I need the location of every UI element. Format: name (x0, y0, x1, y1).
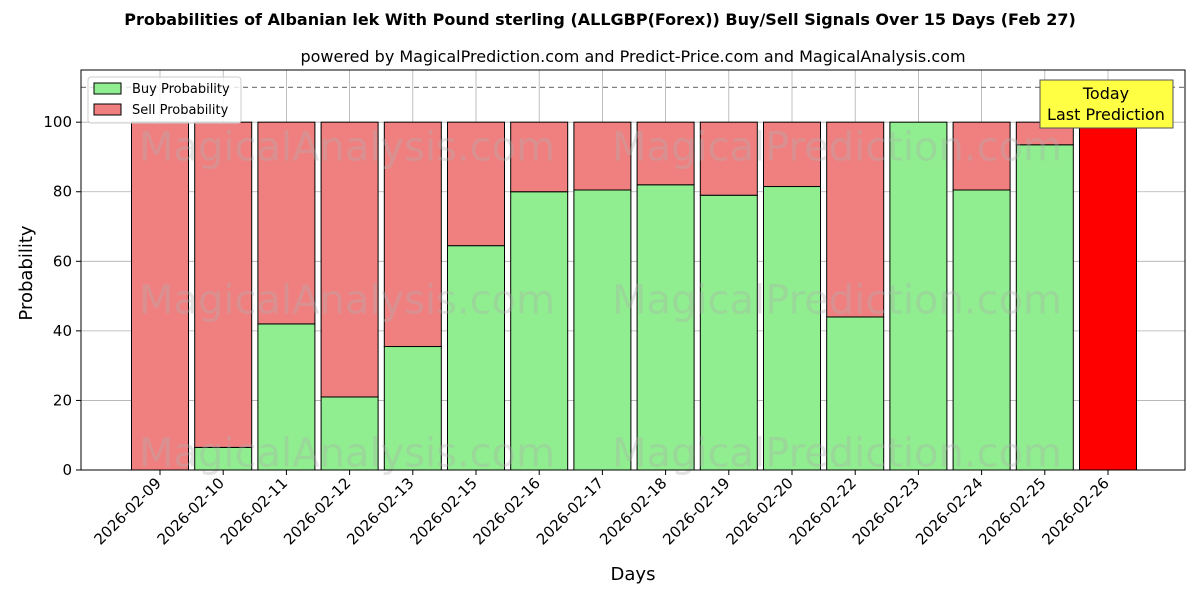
x-tick-label: 2026-02-13 (343, 474, 417, 548)
sell-bar (763, 121, 821, 188)
x-tick-label: 2026-02-11 (217, 474, 291, 548)
sell-bar (447, 121, 505, 247)
plot-frame (80, 69, 1186, 471)
watermark-text: MagicalAnalysis.com (139, 125, 555, 171)
bars-group (131, 121, 1137, 471)
x-tick-label: 2026-02-10 (154, 474, 228, 548)
watermark-text: MagicalAnalysis.com (139, 431, 555, 477)
buy-bar (826, 316, 885, 471)
sell-bar (510, 121, 569, 193)
y-tick-label: 100 (43, 113, 72, 131)
legend-label: Sell Probability (132, 103, 229, 118)
buy-bar (889, 121, 948, 471)
sell-bar (320, 121, 379, 398)
y-axis-ticks: 0 20 40 60 80 100 (43, 113, 81, 479)
x-tick-label: 2026-02-18 (596, 474, 670, 548)
buy-bar (699, 194, 758, 471)
legend: Buy Probability Sell Probability (87, 76, 242, 124)
watermarks-group: MagicalAnalysis.com MagicalPrediction.com… (139, 125, 1062, 477)
sell-bar (1079, 121, 1137, 471)
sell-bar (636, 121, 695, 186)
last-prediction-label: Last Prediction (1047, 105, 1165, 124)
chart-subtitle: powered by MagicalPrediction.com and Pre… (300, 47, 965, 66)
today-box-bg (1039, 79, 1174, 129)
x-tick-label: 2026-02-20 (722, 474, 796, 548)
sell-bar (826, 121, 885, 318)
x-tick-label: 2026-02-22 (786, 474, 860, 548)
buy-bar (952, 189, 1011, 471)
x-tick-label: 2026-02-19 (659, 474, 733, 548)
x-tick-label: 2026-02-26 (1038, 474, 1112, 548)
x-tick-label: 2026-02-25 (975, 474, 1049, 548)
x-tick-label: 2026-02-12 (280, 474, 354, 548)
x-axis-ticks: 2026-02-092026-02-102026-02-112026-02-12… (90, 470, 1113, 548)
chart-title: Probabilities of Albanian lek With Pound… (124, 10, 1076, 29)
y-tick-label: 60 (53, 252, 72, 270)
buy-bar (510, 191, 569, 471)
today-label: Today (1082, 84, 1129, 103)
legend-swatch (93, 82, 122, 95)
legend-box (87, 76, 242, 124)
sell-bar (573, 121, 632, 191)
sell-bar (257, 121, 316, 325)
x-tick-label: 2026-02-16 (470, 474, 544, 548)
y-axis-label: Probability (16, 225, 37, 320)
sell-bar (952, 121, 1011, 191)
x-tick-label: 2026-02-17 (533, 474, 607, 548)
watermark-text: MagicalAnalysis.com (139, 278, 555, 324)
x-tick-label: 2026-02-09 (90, 474, 164, 548)
x-axis-label: Days (611, 564, 656, 585)
buy-bar (320, 396, 379, 471)
buy-bar (636, 184, 695, 471)
x-tick-label: 2026-02-15 (406, 474, 480, 548)
sell-bar (699, 121, 758, 196)
watermark-text: MagicalPrediction.com (612, 431, 1062, 477)
buy-bar (1015, 144, 1074, 471)
today-annotation: Today Last Prediction (1039, 79, 1174, 129)
watermark-text: MagicalPrediction.com (612, 278, 1062, 324)
legend-swatch (93, 103, 122, 116)
legend-label: Buy Probability (132, 82, 230, 97)
buy-bar (573, 189, 632, 471)
y-tick-label: 20 (53, 391, 72, 409)
y-tick-label: 0 (62, 461, 72, 479)
x-tick-label: 2026-02-23 (849, 474, 923, 548)
sell-bar (194, 121, 253, 448)
x-tick-label: 2026-02-24 (912, 474, 986, 548)
sell-bar (383, 121, 442, 348)
buy-bar (383, 346, 442, 471)
buy-bar (763, 186, 821, 471)
watermark-text: MagicalPrediction.com (612, 125, 1062, 171)
buy-bar (447, 245, 505, 471)
y-tick-label: 80 (53, 183, 72, 201)
y-tick-label: 40 (53, 322, 72, 340)
